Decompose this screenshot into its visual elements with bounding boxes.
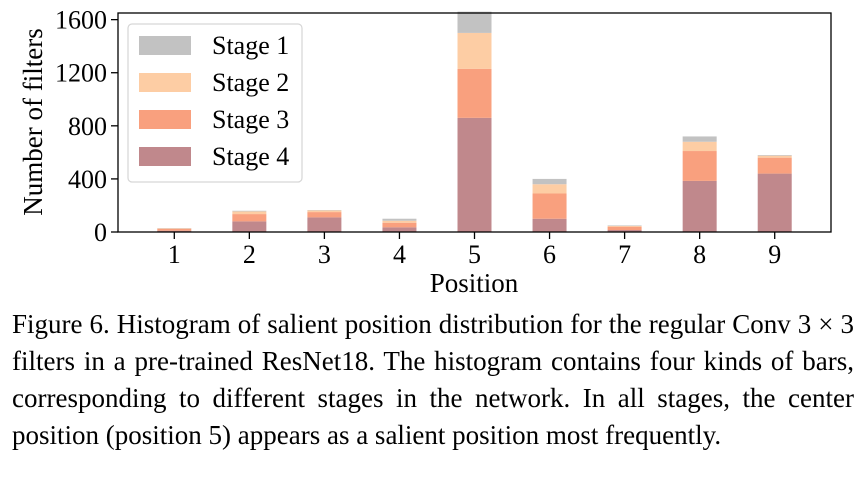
bar-stage-4-pos-5 [457, 117, 492, 232]
bar-stage-3-pos-3 [307, 212, 342, 218]
y-tick-label-1600: 1600 [55, 6, 107, 35]
legend-swatch-stage-3 [139, 110, 191, 129]
bar-stage-1-pos-4 [382, 218, 417, 221]
x-axis-label: Position [430, 268, 519, 298]
y-axis-label: Number of filters [18, 28, 48, 215]
y-axis: 0 400 800 1200 1600 [55, 6, 118, 247]
y-tick-label-1200: 1200 [55, 59, 107, 88]
bar-stage-3-pos-4 [382, 222, 417, 228]
x-tick-label-6: 6 [543, 240, 556, 269]
legend-swatch-stage-1 [139, 36, 191, 55]
legend-frame [127, 23, 303, 183]
bar-stage-1-pos-5 [457, 11, 492, 33]
bar-stage-4-pos-7 [607, 230, 642, 232]
y-tick-label-400: 400 [68, 165, 107, 194]
legend-label-stage-3: Stage 3 [212, 105, 289, 134]
x-tick-label-3: 3 [318, 240, 331, 269]
bar-stage-2-pos-9 [757, 155, 792, 158]
bars-layer [157, 11, 792, 232]
legend-label-stage-4: Stage 4 [212, 142, 289, 171]
x-tick-label-7: 7 [618, 240, 631, 269]
bar-stage-1-pos-7 [607, 225, 642, 226]
bar-stage-2-pos-4 [382, 220, 417, 223]
bar-stage-2-pos-6 [532, 184, 567, 194]
y-tick-label-0: 0 [94, 218, 107, 247]
stacked-bar-chart: 0 400 800 1200 1600 1 2 3 4 5 6 7 8 9 Number of filt… [18, 6, 832, 298]
bar-stage-1-pos-9 [757, 155, 792, 156]
bar-stage-4-pos-8 [682, 180, 717, 232]
bar-stage-1-pos-6 [532, 178, 567, 185]
bar-stage-4-pos-6 [532, 218, 567, 232]
bar-stage-3-pos-1 [157, 228, 192, 231]
legend: Stage 1 Stage 2 Stage 3 Stage 4 [127, 23, 303, 183]
x-axis: 1 2 3 4 5 6 7 8 9 [168, 232, 781, 269]
legend-swatch-stage-4 [139, 147, 191, 166]
x-tick-label-1: 1 [168, 240, 181, 269]
bar-stage-4-pos-9 [757, 173, 792, 232]
legend-label-stage-2: Stage 2 [212, 68, 289, 97]
x-tick-label-9: 9 [768, 240, 781, 269]
x-tick-label-4: 4 [393, 240, 406, 269]
bar-stage-3-pos-5 [457, 68, 492, 118]
legend-label-stage-1: Stage 1 [212, 31, 289, 60]
bar-stage-1-pos-2 [232, 210, 267, 212]
bar-stage-2-pos-2 [232, 211, 267, 215]
bar-stage-3-pos-9 [757, 157, 792, 174]
bar-stage-3-pos-6 [532, 193, 567, 219]
x-tick-label-2: 2 [243, 240, 256, 269]
bar-stage-3-pos-7 [607, 226, 642, 231]
bar-stage-4-pos-1 [157, 230, 192, 232]
bar-stage-4-pos-4 [382, 227, 417, 232]
bar-stage-2-pos-5 [457, 32, 492, 69]
bar-stage-1-pos-8 [682, 136, 717, 142]
y-tick-label-800: 800 [68, 112, 107, 141]
bar-stage-2-pos-8 [682, 141, 717, 152]
figure-caption: Figure 6. Histogram of salient position … [12, 309, 854, 450]
bar-stage-2-pos-3 [307, 210, 342, 213]
bar-stage-2-pos-7 [607, 225, 642, 227]
bar-stage-3-pos-2 [232, 214, 267, 222]
bar-stage-3-pos-8 [682, 151, 717, 181]
x-tick-label-8: 8 [693, 240, 706, 269]
legend-swatch-stage-2 [139, 73, 191, 92]
x-tick-label-5: 5 [468, 240, 481, 269]
bar-stage-4-pos-2 [232, 221, 267, 232]
bar-stage-4-pos-3 [307, 217, 342, 232]
